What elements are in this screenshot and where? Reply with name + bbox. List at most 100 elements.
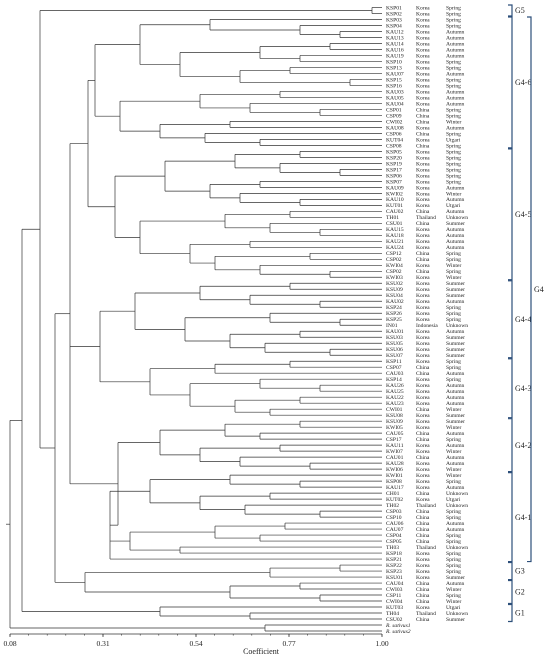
- leaf-region: Korea: [416, 191, 430, 197]
- leaf-season: Autumn: [446, 185, 465, 191]
- leaf-region: Korea: [416, 281, 430, 287]
- leaf-id: KAU02: [386, 299, 404, 305]
- leaf-id: KAU26: [386, 383, 404, 389]
- leaf-region: Korea: [416, 167, 430, 173]
- leaf-region: Korea: [416, 341, 430, 347]
- leaf-season: Spring: [446, 359, 461, 365]
- leaf-region: Korea: [416, 137, 430, 143]
- leaf-season: Spring: [446, 149, 461, 155]
- leaf-id: KSP22: [386, 563, 402, 569]
- leaf-season: Spring: [446, 317, 461, 323]
- leaf-region: Korea: [416, 329, 430, 335]
- leaf-id: CSP10: [386, 515, 402, 521]
- leaf-region: Korea: [416, 353, 430, 359]
- leaf-id: KSP02: [386, 11, 402, 17]
- leaf-region: Korea: [416, 35, 430, 41]
- leaf-season: Winter: [446, 599, 461, 605]
- leaf-region: Korea: [416, 53, 430, 59]
- leaf-region: Korea: [416, 389, 430, 395]
- leaf-region: China: [416, 617, 430, 623]
- leaf-season: Autumn: [446, 395, 465, 401]
- leaf-id: CWI03: [386, 587, 403, 593]
- leaf-season: Utgari: [446, 497, 461, 503]
- leaf-region: Korea: [416, 383, 430, 389]
- leaf-season: Spring: [446, 5, 461, 11]
- leaf-id: CAU02: [386, 209, 404, 215]
- leaf-season: Spring: [446, 173, 461, 179]
- leaf-id: CAU03: [386, 371, 404, 377]
- leaf-id: CSU02: [386, 617, 403, 623]
- leaf-id: KAU01: [386, 329, 404, 335]
- leaf-season: Spring: [446, 65, 461, 71]
- leaf-region: Thailand: [416, 545, 436, 551]
- leaf-id: CSP05: [386, 539, 402, 545]
- leaf-id: CSP02: [386, 269, 402, 275]
- leaf-id: KUT02: [386, 497, 403, 503]
- leaf-id: KWI01: [386, 473, 403, 479]
- leaf-region: China: [416, 455, 430, 461]
- leaf-region: Korea: [416, 461, 430, 467]
- group-label: G3: [515, 567, 525, 576]
- leaf-id: CSP09: [386, 113, 402, 119]
- leaf-season: Spring: [446, 437, 461, 443]
- leaf-season: Autumn: [446, 89, 465, 95]
- leaf-labels: KSP01 Korea Spring KSP02 Korea Spring KSP03 Kor…: [385, 5, 468, 635]
- leaf-season: Winter: [446, 473, 461, 479]
- leaf-region: Korea: [416, 155, 430, 161]
- leaf-season: Spring: [446, 533, 461, 539]
- leaf-id: CAU04: [386, 581, 404, 587]
- leaf-region: Korea: [416, 467, 430, 473]
- leaf-region: Korea: [416, 449, 430, 455]
- leaf-season: Spring: [446, 569, 461, 575]
- leaf-region: China: [416, 515, 430, 521]
- leaf-season: Autumn: [446, 431, 465, 437]
- leaf-season: Spring: [446, 563, 461, 569]
- axis-label: Coefficient: [243, 647, 280, 656]
- leaf-region: Korea: [416, 377, 430, 383]
- leaf-region: Korea: [416, 425, 430, 431]
- leaf-region: Korea: [416, 179, 430, 185]
- leaf-region: Korea: [416, 317, 430, 323]
- leaf-id: CAU05: [386, 431, 404, 437]
- leaf-season: Autumn: [446, 521, 465, 527]
- leaf-season: Autumn: [446, 581, 465, 587]
- leaf-region: Korea: [416, 557, 430, 563]
- group-bracket: [527, 16, 532, 563]
- leaf-season: Autumn: [446, 41, 465, 47]
- leaf-region: China: [416, 143, 430, 149]
- leaf-region: Korea: [416, 185, 430, 191]
- leaf-id: KAU19: [386, 53, 404, 59]
- axis-tick-label: 0.77: [282, 639, 295, 648]
- leaf-id: CWI04: [386, 599, 403, 605]
- leaf-region: China: [416, 257, 430, 263]
- leaf-id: KSP26: [386, 311, 402, 317]
- group-bracket: [508, 148, 513, 281]
- leaf-id: TH04: [386, 611, 399, 617]
- leaf-region: Korea: [416, 299, 430, 305]
- leaf-season: Summer: [446, 347, 465, 353]
- group-label: G4: [534, 285, 544, 294]
- leaf-id: KAU23: [386, 401, 404, 407]
- leaf-region: Korea: [416, 101, 430, 107]
- leaf-region: Korea: [416, 287, 430, 293]
- leaf-region: Korea: [416, 239, 430, 245]
- leaf-id: KSU09: [386, 287, 403, 293]
- leaf-season: Utgari: [446, 605, 461, 611]
- leaf-region: China: [416, 527, 430, 533]
- leaf-region: Korea: [416, 125, 430, 131]
- leaf-region: Korea: [416, 71, 430, 77]
- leaf-id: KSP05: [386, 149, 402, 155]
- group-bracket: [508, 418, 513, 473]
- leaf-id: KAU11: [386, 443, 404, 449]
- leaf-id: CSP02: [386, 257, 402, 263]
- leaf-id: CSP01: [386, 107, 402, 113]
- leaf-region: Korea: [416, 293, 430, 299]
- leaf-season: Spring: [446, 23, 461, 29]
- leaf-region: China: [416, 593, 430, 599]
- leaf-region: China: [416, 581, 430, 587]
- leaf-region: China: [416, 587, 430, 593]
- leaf-region: Korea: [416, 275, 430, 281]
- leaf-region: Korea: [416, 77, 430, 83]
- leaf-id: CSP07: [386, 365, 402, 371]
- leaf-id: KSP25: [386, 317, 402, 323]
